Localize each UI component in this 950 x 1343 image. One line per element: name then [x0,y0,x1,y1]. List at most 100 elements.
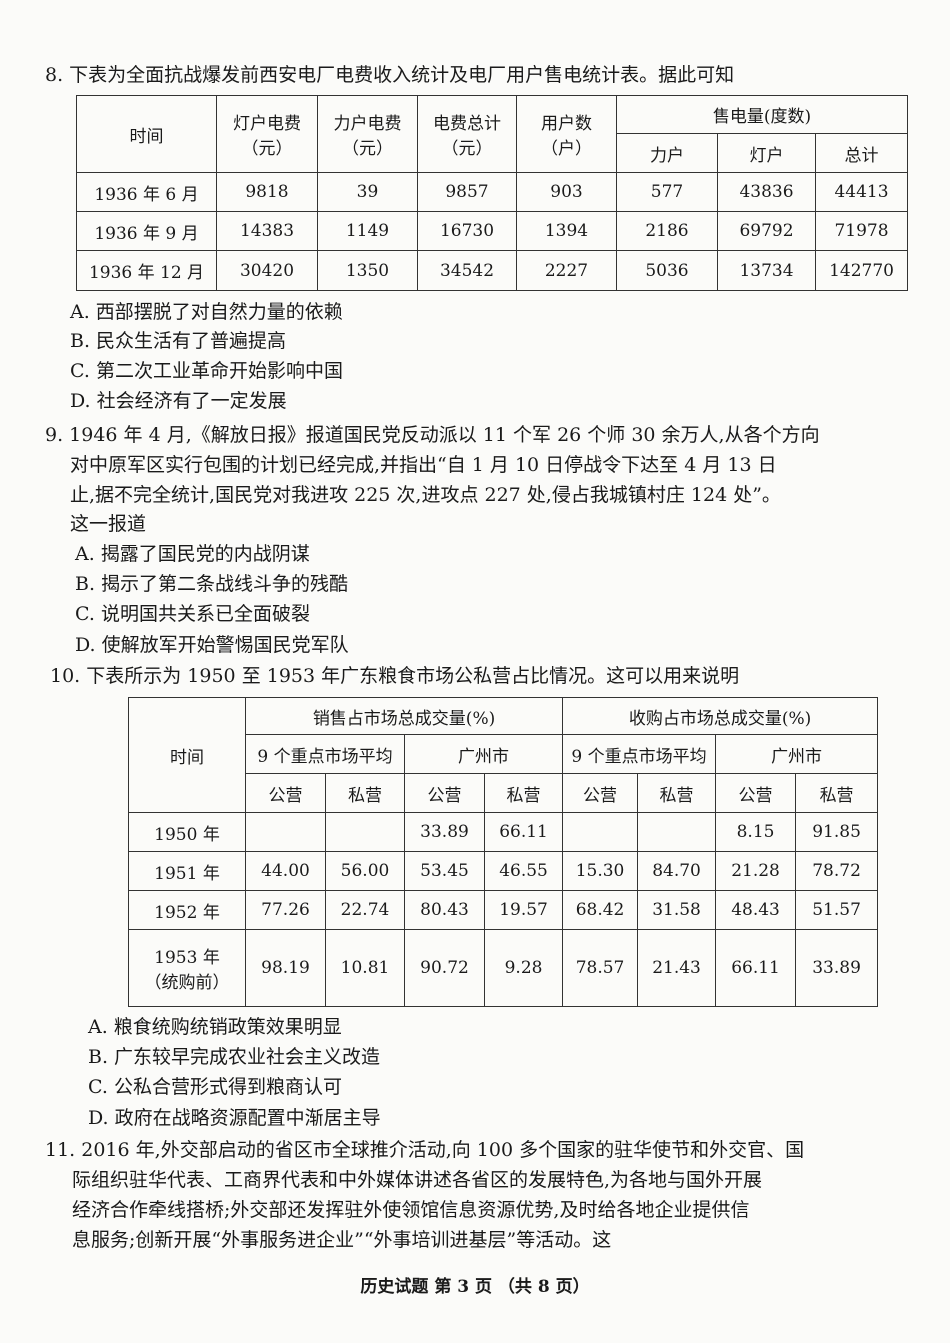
table-cell: 53.45 [404,851,485,891]
table-cell: 84.70 [637,851,717,891]
table-cell: 1936 年 6 月 [76,172,217,212]
table-cell: 13734 [717,250,816,291]
type-header: 私营 [483,773,564,813]
q8-stem: 8. 下表为全面抗战爆发前西安电厂电费收入统计及电厂用户售电统计表。据此可知 [45,64,735,86]
table-cell: 77.26 [245,890,326,930]
table-cell: 44.00 [245,851,326,891]
q8-option-d: D. 社会经济有了一定发展 [70,390,287,412]
sub-header-cell: 总计 [814,133,909,173]
q9-option-a: A. 揭露了国民党的内战阴谋 [75,543,310,565]
year-label: 1951 年 [154,863,220,884]
q8-option-a: A. 西部摆脱了对自然力量的依赖 [70,301,343,323]
q9-option-c: C. 说明国共关系已全面破裂 [75,603,310,625]
table-cell: 31.58 [637,890,717,930]
table-row: 1936 年 12 月 30420 1350 34542 2227 5036 13734 14… [76,250,909,291]
table-cell: 66.11 [715,929,797,1007]
year-label: 1952 年 [154,902,220,923]
group-header: 销售占市场总成交量(%) [244,697,564,735]
page-footer: 历史试题 第 3 页 （共 8 页） [360,1277,590,1297]
table-cell: 69792 [717,211,816,251]
q9-option-b: B. 揭示了第二条战线斗争的残酷 [75,573,349,595]
q10-option-d: D. 政府在战略资源配置中渐居主导 [88,1107,381,1129]
table-cell: 2227 [516,250,617,291]
group-header: 收购占市场总成交量(%) [562,697,879,735]
sub-header-cell: 力户 [616,133,718,173]
table-cell: 9.28 [483,929,564,1007]
year-label: 1950 年 [154,824,220,845]
table-cell: 577 [616,172,718,212]
table-cell: 21.43 [637,929,717,1007]
table-cell: 46.55 [483,851,564,891]
q10-table: 时间 销售占市场总成交量(%) 收购占市场总成交量(%) 9 个重点市场平均 广… [128,697,879,1007]
type-header: 公营 [404,773,485,813]
table-cell [325,812,405,852]
table-cell: 1936 年 9 月 [76,211,217,251]
q8-table: 时间 灯户电费（元） 力户电费（元） 电费总计（元） 用户数（户） 售电量(度数… [76,95,909,291]
table-cell: 1394 [516,211,617,251]
q9-option-d: D. 使解放军开始警惕国民党军队 [75,634,349,656]
table-cell: 33.89 [795,929,879,1007]
year-note: （统购前） [144,973,230,993]
table-cell: 66.11 [483,812,564,852]
q10-option-c: C. 公私合营形式得到粮商认可 [88,1076,342,1098]
q9-stem-line: 止,据不完全统计,国民党对我进攻 225 次,进攻点 227 处,侵占我城镇村庄… [70,484,781,506]
header-cell: 时间 [76,95,217,173]
year-cell: 1953 年 （统购前） [128,929,246,1007]
type-header: 私营 [795,773,879,813]
table-cell: 10.81 [325,929,405,1007]
table-cell: 16730 [417,211,517,251]
table-cell: 14383 [216,211,318,251]
type-header: 私营 [637,773,717,813]
table-cell: 8.15 [715,812,797,852]
q10-option-a: A. 粮食统购统销政策效果明显 [88,1016,342,1038]
header-cell: 灯户电费（元） [216,95,318,173]
table-cell: 39 [317,172,418,212]
q8-option-c: C. 第二次工业革命开始影响中国 [70,360,343,382]
table-cell: 22.74 [325,890,405,930]
q11-stem-line: 际组织驻华代表、工商界代表和中外媒体讲述各省区的发展特色,为各地与国外开展 [72,1169,763,1191]
table-cell: 9818 [216,172,318,212]
year-cell: 1950 年 [128,812,246,852]
table-cell [562,812,639,852]
table-cell: 68.42 [562,890,639,930]
table-cell: 15.30 [562,851,639,891]
table-cell: 33.89 [404,812,485,852]
table-row: 1950 年 33.89 66.11 8.15 91.85 [128,812,879,852]
table-cell: 51.57 [795,890,879,930]
type-header: 公营 [245,773,326,813]
table-cell: 34542 [417,250,517,291]
table-row: 1952 年 77.26 22.74 80.43 19.57 68.42 31.58 48.4… [128,890,879,930]
type-header: 公营 [715,773,797,813]
table-row: 1953 年 （统购前） 98.19 10.81 90.72 9.28 78.57 21.43… [128,929,879,1007]
table-cell [245,812,326,852]
q10-option-b: B. 广东较早完成农业社会主义改造 [88,1046,381,1068]
sub-header-cell: 灯户 [717,133,816,173]
table-cell: 2186 [616,211,718,251]
header-cell: 用户数（户） [516,95,617,173]
table-cell [637,812,717,852]
type-header: 公营 [562,773,639,813]
table-cell: 43836 [717,172,816,212]
table-cell: 5036 [616,250,718,291]
table-cell: 91.85 [795,812,879,852]
q9-stem-line: 9. 1946 年 4 月,《解放日报》报道国民党反动派以 11 个军 26 个… [45,424,820,446]
header-cell: 力户电费（元） [317,95,418,173]
table-cell: 80.43 [404,890,485,930]
q11-stem-line: 息服务;创新开展“外事服务进企业”“外事培训进基层”等活动。这 [72,1229,612,1251]
header-cell: 电费总计（元） [417,95,517,173]
table-cell: 21.28 [715,851,797,891]
table-cell: 19.57 [483,890,564,930]
table-cell: 78.57 [562,929,639,1007]
q9-stem-line: 这一报道 [70,513,147,535]
table-cell: 56.00 [325,851,405,891]
type-header: 私营 [325,773,405,813]
header-cell: 时间 [128,697,246,813]
table-row: 1951 年 44.00 56.00 53.45 46.55 15.30 84.70 21.2… [128,851,879,891]
market-header: 广州市 [403,734,564,774]
year-cell: 1951 年 [128,851,246,891]
market-header: 9 个重点市场平均 [562,734,717,774]
header-cell: 售电量(度数) [615,95,909,134]
table-cell: 903 [516,172,617,212]
year-cell: 1952 年 [128,890,246,930]
